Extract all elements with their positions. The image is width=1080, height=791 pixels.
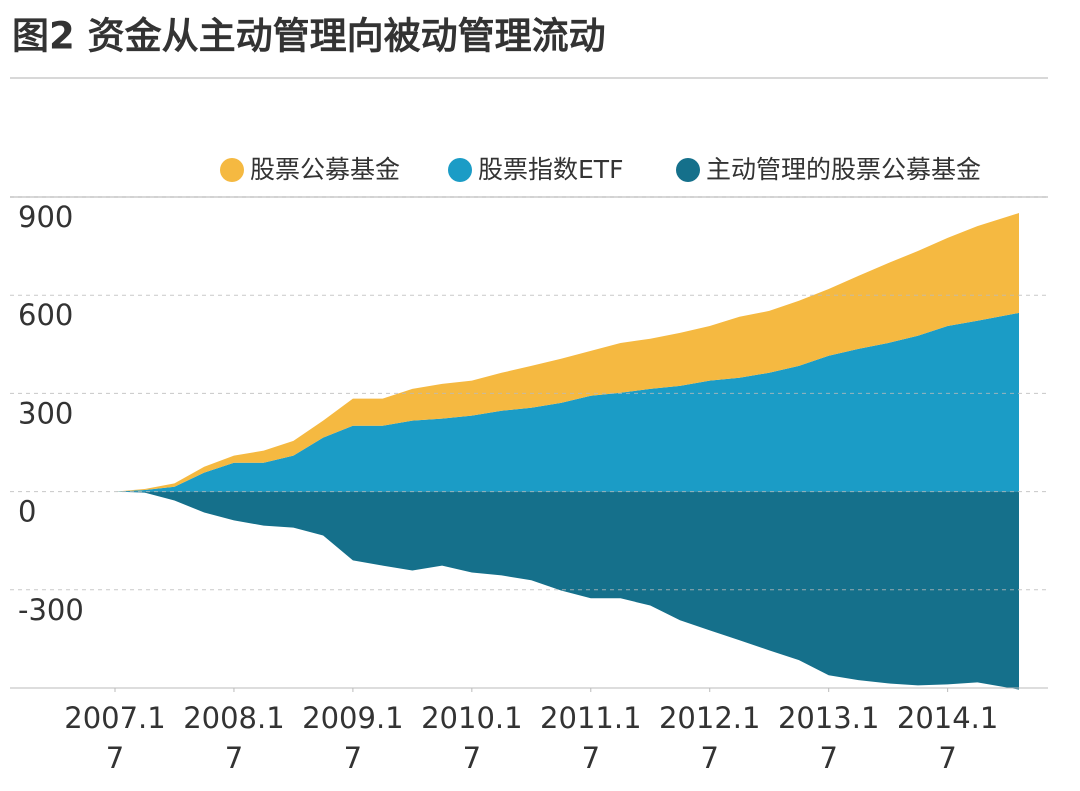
x-tick-label: 2008.1 bbox=[183, 701, 284, 735]
x-tick-label: 7 bbox=[106, 741, 124, 775]
x-tick-label: 2014.1 bbox=[897, 701, 998, 735]
x-tick-label: 7 bbox=[819, 741, 837, 775]
x-tick-label: 2013.1 bbox=[778, 701, 879, 735]
x-tick-label: 7 bbox=[463, 741, 481, 775]
x-tick-label: 2009.1 bbox=[302, 701, 403, 735]
legend-swatch bbox=[448, 158, 472, 182]
x-tick-label: 7 bbox=[225, 741, 243, 775]
x-tick-label: 2007.1 bbox=[64, 701, 165, 735]
legend-label: 股票指数ETF bbox=[478, 155, 623, 184]
y-tick-label: 300 bbox=[18, 396, 73, 430]
y-tick-label: -300 bbox=[18, 593, 84, 627]
x-tick-label: 7 bbox=[701, 741, 719, 775]
x-tick-label: 2010.1 bbox=[421, 701, 522, 735]
legend-swatch bbox=[676, 158, 700, 182]
area bbox=[115, 312, 1019, 492]
area bbox=[115, 213, 1019, 492]
y-tick-label: 900 bbox=[18, 200, 73, 234]
x-tick-label: 7 bbox=[344, 741, 362, 775]
chart-title: 图2 资金从主动管理向被动管理流动 bbox=[12, 15, 606, 58]
y-tick-label: 0 bbox=[18, 495, 36, 529]
x-tick-label: 7 bbox=[582, 741, 600, 775]
y-tick-label: 600 bbox=[18, 298, 73, 332]
legend-label: 股票公募基金 bbox=[250, 155, 400, 184]
area bbox=[115, 491, 1019, 690]
legend-label: 主动管理的股票公募基金 bbox=[706, 155, 981, 184]
x-tick-label: 7 bbox=[938, 741, 956, 775]
legend-swatch bbox=[220, 158, 244, 182]
x-tick-label: 2011.1 bbox=[540, 701, 641, 735]
x-tick-label: 2012.1 bbox=[659, 701, 760, 735]
